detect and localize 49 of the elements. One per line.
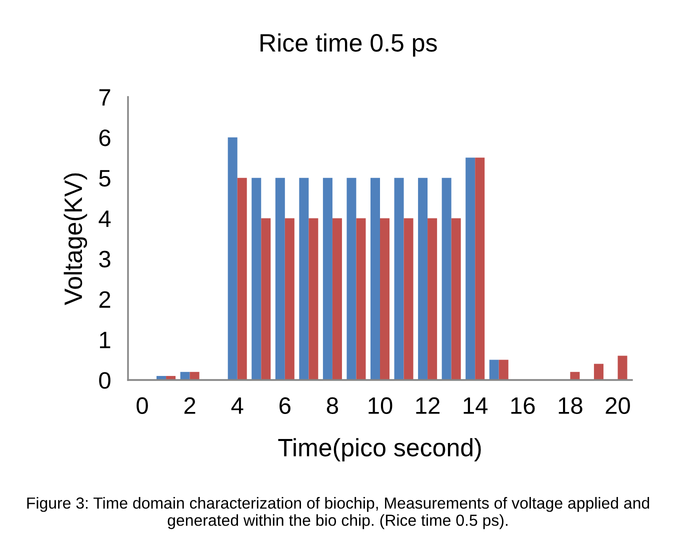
bar xyxy=(466,158,476,380)
chart-title: Rice time 0.5 ps xyxy=(260,33,437,57)
bar xyxy=(498,360,508,380)
y-tick-label: 4 xyxy=(98,210,111,227)
x-tick-label: 16 xyxy=(511,397,535,414)
y-tick-label: 1 xyxy=(100,332,110,348)
bar xyxy=(370,178,380,380)
caption: Figure 3: Time domain characterization of biochip, Measurements of voltage applied and generated within the bio chip. (Rice time 0.5 ps). xyxy=(27,497,650,530)
x-tick-label: 6 xyxy=(280,397,290,414)
y-tick-label: 0 xyxy=(99,372,110,389)
bar xyxy=(394,178,404,380)
x-tick-label: 20 xyxy=(606,397,630,414)
x-tick-label: 8 xyxy=(326,397,338,414)
x-axis-title: Time(pico second) xyxy=(278,438,481,462)
bar xyxy=(380,218,390,380)
x-tick-label: 14 xyxy=(464,398,488,414)
x-tick-label: 18 xyxy=(558,397,582,414)
bar xyxy=(618,356,628,380)
y-tick-label: 3 xyxy=(99,250,110,268)
bar xyxy=(404,218,414,380)
y-tick-label: 5 xyxy=(99,170,110,187)
x-tick-label: 0 xyxy=(136,397,148,414)
y-axis-title: Voltage(KV) xyxy=(64,173,88,306)
bar xyxy=(322,178,332,380)
x-tick-label: 10 xyxy=(368,397,392,414)
bar xyxy=(594,364,604,380)
bar xyxy=(451,218,461,380)
bar xyxy=(356,218,366,380)
y-tick-label: 2 xyxy=(99,291,110,308)
y-tick-label: 7 xyxy=(99,89,110,106)
bar xyxy=(252,178,262,380)
bar xyxy=(284,218,294,380)
bar xyxy=(442,178,452,380)
bar xyxy=(308,218,318,380)
x-tick-label: 4 xyxy=(231,398,244,414)
bar xyxy=(428,218,438,380)
bar xyxy=(475,158,485,380)
bar xyxy=(346,178,356,380)
bar xyxy=(261,218,271,380)
bar xyxy=(418,178,428,380)
x-tick-label: 12 xyxy=(416,397,440,414)
bar xyxy=(228,137,238,380)
y-tick-label: 6 xyxy=(99,129,110,146)
bar xyxy=(489,360,499,380)
x-tick-label: 2 xyxy=(184,397,196,414)
bar xyxy=(275,178,285,380)
bar xyxy=(237,178,247,380)
bar xyxy=(299,178,309,380)
bar xyxy=(332,218,342,380)
